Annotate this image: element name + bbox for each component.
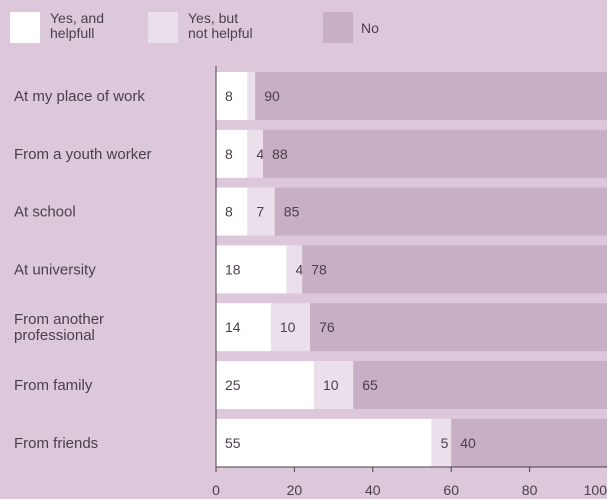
bar-segment-5-0 xyxy=(216,361,314,409)
bar-value-label-3-0: 18 xyxy=(225,261,241,277)
x-tick-label-3: 60 xyxy=(443,482,459,498)
bar-segment-2-0 xyxy=(216,187,248,236)
x-tick-label-4: 80 xyxy=(522,482,538,498)
bar-value-label-1-1: 4 xyxy=(256,146,264,162)
bar-segment-5-1 xyxy=(314,361,354,409)
bar-value-label-6-2: 40 xyxy=(460,435,476,451)
x-tick-label-5: 100 xyxy=(584,482,607,498)
category-label-0: At my place of work xyxy=(14,88,145,105)
legend-swatch-2 xyxy=(323,12,353,43)
x-axis: 0 20 40 60 80 100 xyxy=(212,66,607,498)
category-label-1: From a youth worker xyxy=(14,146,152,163)
bar-segment-0-0 xyxy=(216,72,248,120)
bar-value-label-5-2: 65 xyxy=(362,377,378,393)
legend: Yes, and helpfull Yes, but not helpful No xyxy=(10,10,379,43)
bar-value-label-2-0: 8 xyxy=(225,204,233,220)
bar-segment-2-2 xyxy=(274,187,607,236)
x-tick-label-1: 20 xyxy=(287,482,303,498)
bar-value-label-0-2: 90 xyxy=(264,88,280,104)
bar-value-label-3-2: 78 xyxy=(311,261,327,277)
bar-value-label-6-0: 55 xyxy=(225,435,241,451)
legend-label-0: Yes, and helpfull xyxy=(50,10,104,41)
bar-segment-3-0 xyxy=(216,245,287,294)
bar-segment-0-1 xyxy=(247,72,256,120)
bar-value-label-2-2: 85 xyxy=(284,204,300,220)
category-labels: At my place of work From a youth worker At… xyxy=(14,88,152,452)
bar-value-label-0-0: 8 xyxy=(225,88,233,104)
bar-value-label-5-1: 10 xyxy=(323,377,339,393)
bar-segment-6-1 xyxy=(431,418,452,467)
legend-swatch-0 xyxy=(10,12,40,43)
bar-value-label-5-0: 25 xyxy=(225,377,241,393)
bar-segment-4-2 xyxy=(310,303,607,352)
bar-segment-4-1 xyxy=(270,303,311,352)
bar-segment-0-2 xyxy=(255,72,607,120)
legend-swatch-1 xyxy=(148,12,178,43)
bar-value-label-3-1: 4 xyxy=(296,261,304,277)
bar-segment-3-1 xyxy=(286,245,303,294)
bar-value-label-1-2: 88 xyxy=(272,146,288,162)
bar-segment-1-2 xyxy=(263,129,607,178)
bar-value-label-4-0: 14 xyxy=(225,319,241,335)
bar-segment-1-0 xyxy=(216,129,248,178)
legend-label-2: No xyxy=(361,20,379,36)
bar-segment-1-1 xyxy=(247,129,264,178)
bar-segment-2-1 xyxy=(247,187,275,236)
legend-label-1: Yes, but not helpful xyxy=(188,10,253,41)
category-label-6: From friends xyxy=(14,435,98,452)
category-label-4: From another professional xyxy=(14,311,104,344)
x-tick-label-0: 0 xyxy=(212,482,220,498)
category-label-3: At university xyxy=(14,261,96,278)
bar-segment-3-2 xyxy=(302,245,607,294)
bar-value-label-1-0: 8 xyxy=(225,146,233,162)
x-tick-label-2: 40 xyxy=(365,482,381,498)
bar-value-label-6-1: 5 xyxy=(441,435,449,451)
bars: 8290848887851847814107625106555540 xyxy=(216,72,607,467)
bar-value-label-4-1: 10 xyxy=(280,319,296,335)
category-label-2: At school xyxy=(14,204,76,221)
bar-value-label-2-1: 7 xyxy=(256,204,264,220)
bar-segment-5-2 xyxy=(353,361,607,409)
bar-segment-4-0 xyxy=(216,303,271,352)
bar-segment-6-0 xyxy=(216,418,432,467)
category-label-5: From family xyxy=(14,377,93,394)
bar-segment-6-2 xyxy=(451,418,607,467)
bar-value-label-4-2: 76 xyxy=(319,319,335,335)
